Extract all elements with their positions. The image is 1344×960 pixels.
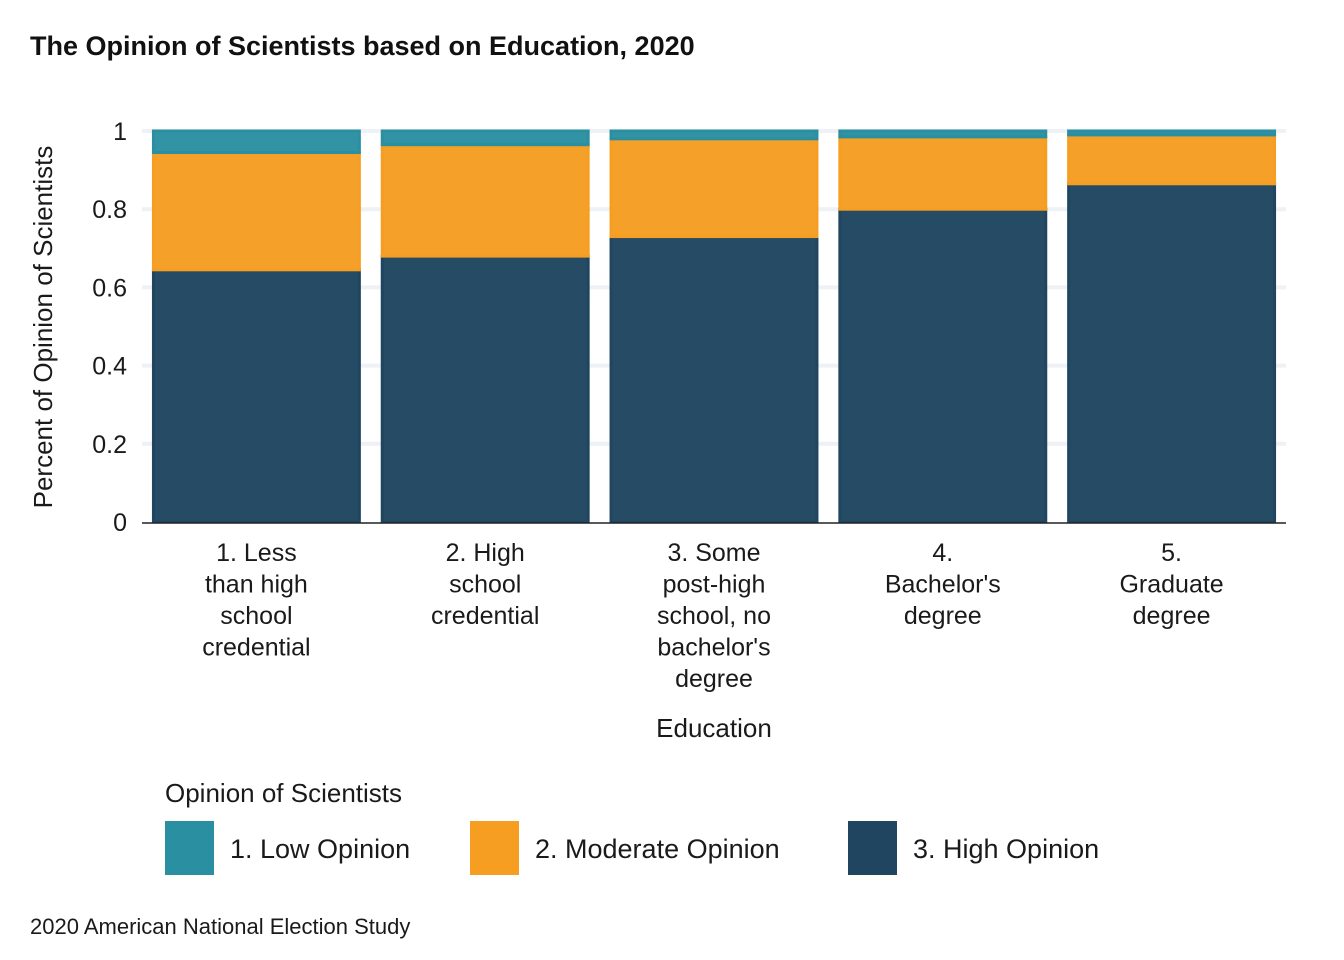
bar-moderate-opinion — [838, 135, 1048, 211]
x-tick-label: 2. High school credential — [431, 539, 539, 630]
x-tick-label-line: degree — [904, 602, 982, 630]
y-tick-label: 0 — [113, 509, 127, 537]
x-tick-label-line: school, no — [657, 602, 771, 630]
x-tick-label-line: Bachelor's — [885, 571, 1001, 599]
bar-low-opinion — [380, 129, 590, 147]
y-tick-label: 0.2 — [92, 431, 127, 459]
x-tick-label-line: than high — [205, 571, 308, 599]
bar-high-opinion — [380, 254, 590, 524]
x-tick-label: 5. Graduate degree — [1119, 539, 1223, 630]
bar-low-opinion — [609, 129, 819, 141]
x-tick-label-line: 5. — [1161, 539, 1182, 567]
x-tick-label-line: 2. High — [446, 539, 525, 567]
x-tick-label-line: post-high — [663, 571, 766, 599]
y-tick-label: 0.8 — [92, 196, 127, 224]
x-tick-label: 3. Some post-high school, no bachelor's degr… — [657, 539, 771, 693]
y-axis-ticks: 0 0.2 0.4 0.6 0.8 1 — [92, 118, 127, 537]
x-tick-label-line: school — [220, 602, 292, 630]
bar-high-opinion — [151, 268, 361, 524]
legend-swatch-moderate-opinion — [470, 821, 519, 875]
legend-swatch-low-opinion — [165, 821, 214, 875]
bar-moderate-opinion — [609, 137, 819, 239]
bar-moderate-opinion — [151, 151, 361, 272]
y-tick-label: 0.4 — [92, 353, 127, 381]
y-tick-label: 1 — [113, 118, 127, 146]
x-tick-label-line: 4. — [932, 539, 953, 567]
x-axis-title: Education — [656, 713, 772, 743]
y-tick-label: 0.6 — [92, 274, 127, 302]
bar-high-opinion — [1067, 182, 1277, 524]
x-tick-label-line: degree — [675, 665, 753, 693]
bar-high-opinion — [838, 207, 1048, 524]
bar-low-opinion — [838, 129, 1048, 139]
x-tick-label-line: bachelor's — [657, 634, 770, 662]
bar-low-opinion — [151, 129, 361, 155]
x-tick-label-line: credential — [431, 602, 539, 630]
y-axis-title: Percent of Opinion of Scientists — [28, 146, 58, 509]
chart-title: The Opinion of Scientists based on Educa… — [30, 31, 695, 61]
x-tick-label: 4. Bachelor's degree — [885, 539, 1001, 630]
legend-label-moderate-opinion: 2. Moderate Opinion — [535, 834, 780, 864]
legend: 1. Low Opinion 2. Moderate Opinion 3. High… — [165, 821, 1099, 875]
bar-high-opinion — [609, 235, 819, 524]
legend-swatch-high-opinion — [848, 821, 897, 875]
caption: 2020 American National Election Study — [30, 914, 410, 939]
bar-moderate-opinion — [380, 143, 590, 258]
x-tick-label-line: 1. Less — [216, 539, 297, 567]
x-tick-label-line: degree — [1133, 602, 1211, 630]
bar-moderate-opinion — [1067, 133, 1277, 186]
x-tick-label-line: 3. Some — [667, 539, 760, 567]
legend-title: Opinion of Scientists — [165, 778, 402, 808]
bar-low-opinion — [1067, 129, 1277, 137]
x-tick-label: 1. Less than high school credential — [202, 539, 310, 662]
x-tick-label-line: Graduate — [1119, 571, 1223, 599]
legend-label-low-opinion: 1. Low Opinion — [230, 834, 410, 864]
x-tick-label-line: credential — [202, 634, 310, 662]
bars — [151, 129, 1277, 524]
legend-label-high-opinion: 3. High Opinion — [913, 834, 1099, 864]
x-tick-label-line: school — [449, 571, 521, 599]
x-axis-ticks: 1. Less than high school credential 2. High s… — [202, 539, 1224, 693]
